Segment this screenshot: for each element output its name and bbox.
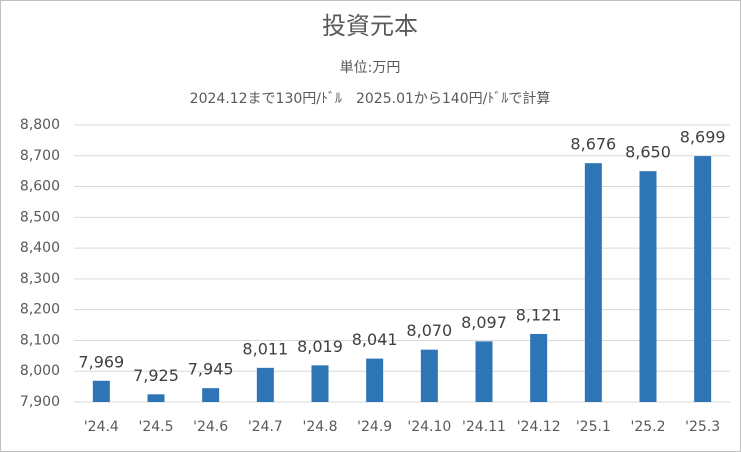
y-tick-label: 8,500 xyxy=(20,209,60,225)
y-tick-label: 8,200 xyxy=(20,302,60,318)
x-tick-label: '25.3 xyxy=(685,419,720,435)
x-tick-label: '24.4 xyxy=(84,419,119,435)
y-tick-label: 8,400 xyxy=(20,240,60,256)
y-tick-label: 8,800 xyxy=(20,117,60,133)
x-tick-label: '25.1 xyxy=(576,419,611,435)
bar xyxy=(366,358,384,402)
bar xyxy=(584,163,602,402)
value-label: 8,097 xyxy=(461,313,507,332)
bar xyxy=(147,394,165,402)
value-label: 7,925 xyxy=(133,366,179,385)
x-tick-label: '24.10 xyxy=(407,419,451,435)
value-label: 7,969 xyxy=(78,352,124,371)
x-tick-label: '24.5 xyxy=(138,419,173,435)
bar xyxy=(256,367,274,402)
y-tick-label: 8,100 xyxy=(20,332,60,348)
bar xyxy=(92,380,110,402)
value-label: 8,676 xyxy=(570,135,616,154)
y-tick-label: 7,900 xyxy=(20,394,60,410)
bar xyxy=(420,349,438,402)
x-tick-label: '24.9 xyxy=(357,419,392,435)
y-tick-label: 8,700 xyxy=(20,148,60,164)
value-label: 8,041 xyxy=(352,330,398,349)
x-tick-label: '24.8 xyxy=(302,419,337,435)
chart-subtitle: 単位:万円 xyxy=(340,60,401,76)
x-tick-label: '24.11 xyxy=(462,419,506,435)
value-label: 8,121 xyxy=(516,305,562,324)
y-tick-label: 8,000 xyxy=(20,363,60,379)
chart-title: 投資元本 xyxy=(322,12,418,40)
value-label: 8,019 xyxy=(297,337,343,356)
bar xyxy=(530,333,548,402)
x-tick-label: '24.12 xyxy=(517,419,561,435)
x-tick-label: '25.2 xyxy=(630,419,665,435)
bar xyxy=(202,388,220,402)
value-label: 7,945 xyxy=(188,360,234,379)
bar xyxy=(639,171,657,402)
y-tick-label: 8,300 xyxy=(20,271,60,287)
y-tick-label: 8,600 xyxy=(20,179,60,195)
x-tick-label: '24.7 xyxy=(248,419,283,435)
value-label: 8,650 xyxy=(625,143,671,162)
bar xyxy=(475,341,493,402)
value-label: 8,070 xyxy=(406,321,452,340)
value-label: 8,011 xyxy=(242,339,288,358)
value-label: 8,699 xyxy=(680,128,726,147)
x-tick-label: '24.6 xyxy=(193,419,228,435)
chart-note: 2024.12まで130円/ﾄﾞﾙ 2025.01から140円/ﾄﾞﾙで計算 xyxy=(190,91,551,107)
bar xyxy=(311,365,329,402)
bar xyxy=(694,156,712,402)
